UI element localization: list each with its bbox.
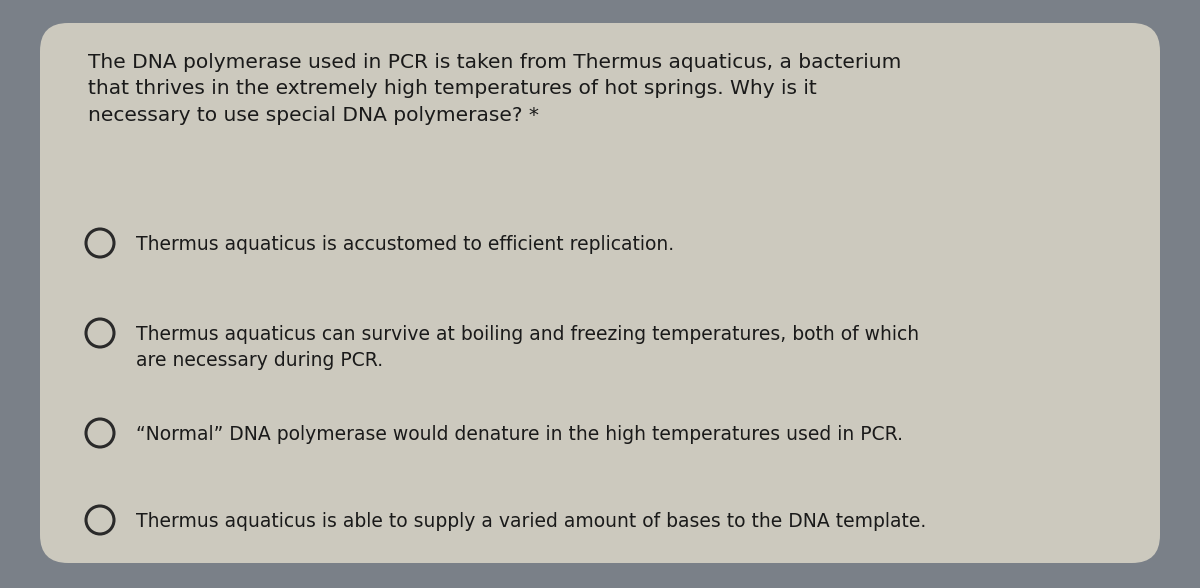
- Text: The DNA polymerase used in PCR is taken from Thermus aquaticus, a bacterium
that: The DNA polymerase used in PCR is taken …: [88, 53, 901, 125]
- Text: Thermus aquaticus can survive at boiling and freezing temperatures, both of whic: Thermus aquaticus can survive at boiling…: [136, 325, 919, 370]
- Text: “Normal” DNA polymerase would denature in the high temperatures used in PCR.: “Normal” DNA polymerase would denature i…: [136, 425, 904, 444]
- FancyBboxPatch shape: [40, 23, 1160, 563]
- Text: Thermus aquaticus is accustomed to efficient replication.: Thermus aquaticus is accustomed to effic…: [136, 235, 674, 254]
- Text: Thermus aquaticus is able to supply a varied amount of bases to the DNA template: Thermus aquaticus is able to supply a va…: [136, 512, 926, 531]
